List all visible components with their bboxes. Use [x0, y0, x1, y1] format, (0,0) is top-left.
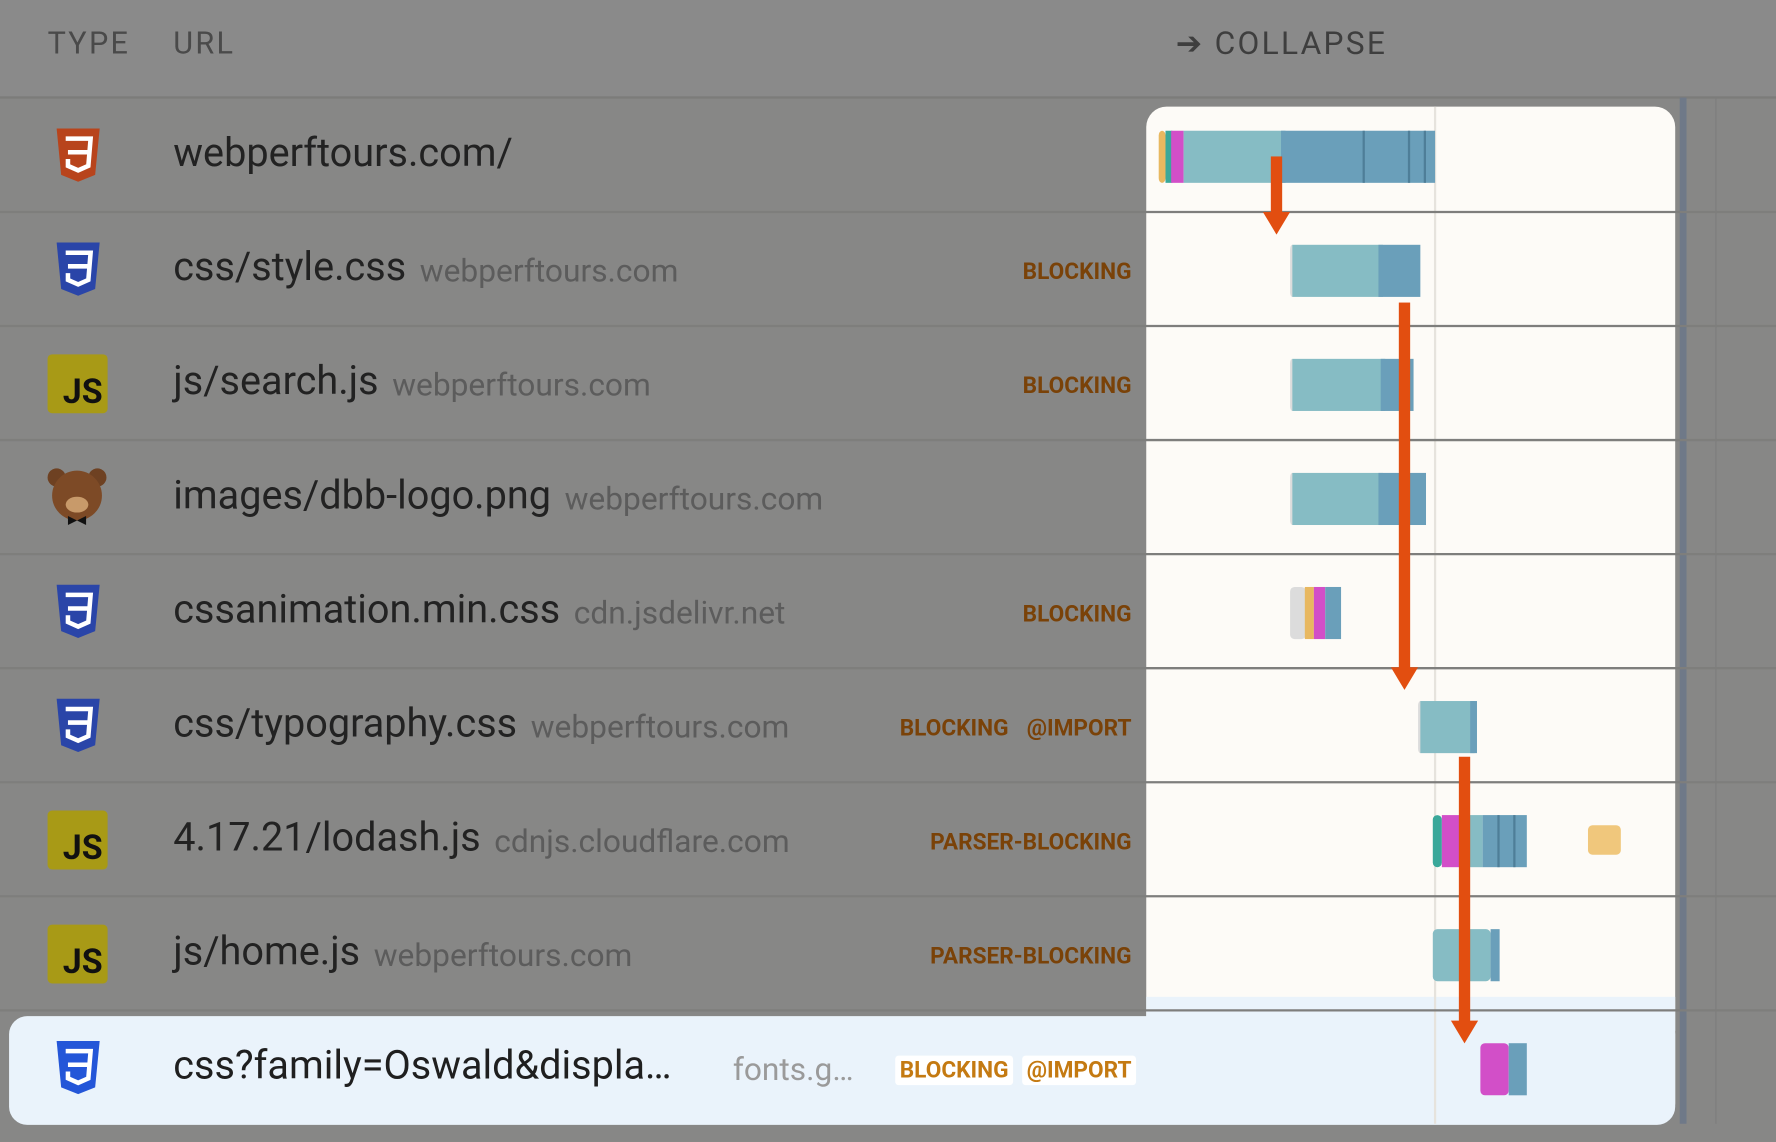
file-icon-label: JS	[63, 372, 103, 412]
request-row[interactable]: css/style.css webperftours.com BLOCKING	[0, 242, 1776, 328]
dependency-arrowhead	[1390, 667, 1419, 690]
badge: BLOCKING	[900, 714, 1009, 741]
timing-segment	[1183, 130, 1286, 183]
request-row[interactable]: cssanimation.min.css cdn.jsdelivr.net BLOC…	[0, 584, 1776, 670]
timing-segment	[1490, 929, 1500, 982]
file-icon-glyph	[65, 1048, 94, 1086]
dependency-arrow	[1270, 156, 1283, 215]
badge: BLOCKING	[1023, 258, 1132, 285]
badge: BLOCKING	[1023, 600, 1132, 627]
timing-segment	[1587, 825, 1621, 855]
request-row[interactable]: webperftours.com/	[0, 128, 1776, 214]
timing-segment	[1480, 1043, 1509, 1096]
url-path[interactable]: css?family=Oswald&displa…	[173, 1042, 671, 1089]
selected-row[interactable]	[9, 1016, 1676, 1125]
header-bar	[0, 0, 1776, 97]
url-domain: webperftours.com	[374, 937, 633, 974]
badge: @IMPORT	[1027, 714, 1132, 741]
timing-segment	[1325, 586, 1342, 640]
url-path[interactable]: images/dbb-logo.png	[173, 471, 551, 518]
timing-segment	[1304, 586, 1314, 640]
url-path[interactable]: js/home.js	[171, 928, 360, 975]
badge: PARSER-BLOCKING	[930, 942, 1131, 969]
file-icon-glyph	[65, 250, 94, 287]
url-domain: webperftours.com	[420, 252, 679, 289]
waterfall-panel	[1146, 106, 1676, 1124]
timing-segment	[1470, 701, 1477, 754]
file-icon-label: JS	[63, 942, 103, 982]
url-domain: fonts.g…	[733, 1051, 854, 1088]
file-icon-label: JS	[63, 828, 103, 868]
file-icon	[47, 924, 108, 984]
url-domain: webperftours.com	[531, 709, 790, 746]
badge: @IMPORT	[1027, 1057, 1132, 1084]
url-path[interactable]: js/search.js	[171, 357, 378, 404]
url-path[interactable]: webperftours.com/	[173, 129, 513, 176]
selected-row-fill	[1146, 996, 1676, 1031]
request-row[interactable]: css/typography.css webperftours.com @IMPOR…	[0, 698, 1776, 784]
column-header[interactable]: URL	[173, 27, 235, 62]
timing-segment	[1441, 815, 1460, 868]
badge: BLOCKING	[900, 1057, 1009, 1084]
timing-segment	[1292, 244, 1383, 297]
collapse-button[interactable]: ➔ COLLAPSE	[1176, 25, 1388, 62]
dependency-arrow	[1398, 302, 1411, 670]
badge-bg	[895, 1055, 1014, 1086]
logo-head	[52, 470, 102, 521]
timing-segment	[1420, 701, 1475, 754]
request-row[interactable]: css?family=Oswald&displa… fonts.g… @IMPORT…	[56, 1040, 1527, 1096]
timing-segment	[1508, 1043, 1527, 1096]
dependency-arrowhead	[1262, 211, 1291, 235]
url-domain: webperftours.com	[392, 367, 651, 404]
logo-snout	[65, 496, 89, 513]
timing-segment	[1292, 358, 1386, 411]
url-path[interactable]: 4.17.21/lodash.js	[173, 813, 480, 860]
file-icon	[47, 810, 108, 870]
dependency-arrowhead	[1450, 1020, 1479, 1044]
badge: BLOCKING	[1023, 372, 1132, 399]
file-icon-glyph	[65, 592, 94, 630]
url-domain: webperftours.com	[565, 481, 824, 518]
url-path[interactable]: css/typography.css	[173, 699, 517, 746]
timing-segment	[1292, 472, 1383, 526]
timing-segment	[1482, 815, 1527, 868]
timing-segment	[1158, 130, 1166, 183]
timing-segment	[1171, 130, 1184, 183]
timing-segment	[1313, 586, 1326, 640]
scroll-edge	[1679, 97, 1687, 1124]
file-icon-glyph	[65, 706, 94, 744]
file-icon	[47, 354, 108, 414]
url-domain: cdn.jsdelivr.net	[574, 595, 786, 632]
request-row[interactable]: JS js/home.js webperftours.com PARSER-BLOCK…	[0, 924, 1776, 1012]
column-header[interactable]: TYPE	[48, 27, 131, 62]
timing-segment	[1165, 130, 1173, 183]
url-domain: cdnjs.cloudflare.com	[494, 823, 789, 860]
timing-segment	[1378, 244, 1421, 297]
request-row[interactable]: JS 4.17.21/lodash.js cdnjs.cloudflare.com P…	[0, 810, 1776, 898]
url-path[interactable]: css/style.css	[173, 243, 406, 290]
badge: PARSER-BLOCKING	[930, 828, 1131, 855]
timing-segment	[1281, 130, 1436, 183]
url-path[interactable]: cssanimation.min.css	[173, 585, 560, 632]
dependency-arrow	[1458, 756, 1471, 1023]
timing-segment	[1432, 815, 1442, 868]
timing-segment	[1290, 586, 1306, 640]
badge-bg	[1022, 1055, 1137, 1086]
file-icon-glyph	[65, 136, 94, 173]
request-row[interactable]: JS js/search.js webperftours.com BLOCKING	[0, 354, 1776, 442]
